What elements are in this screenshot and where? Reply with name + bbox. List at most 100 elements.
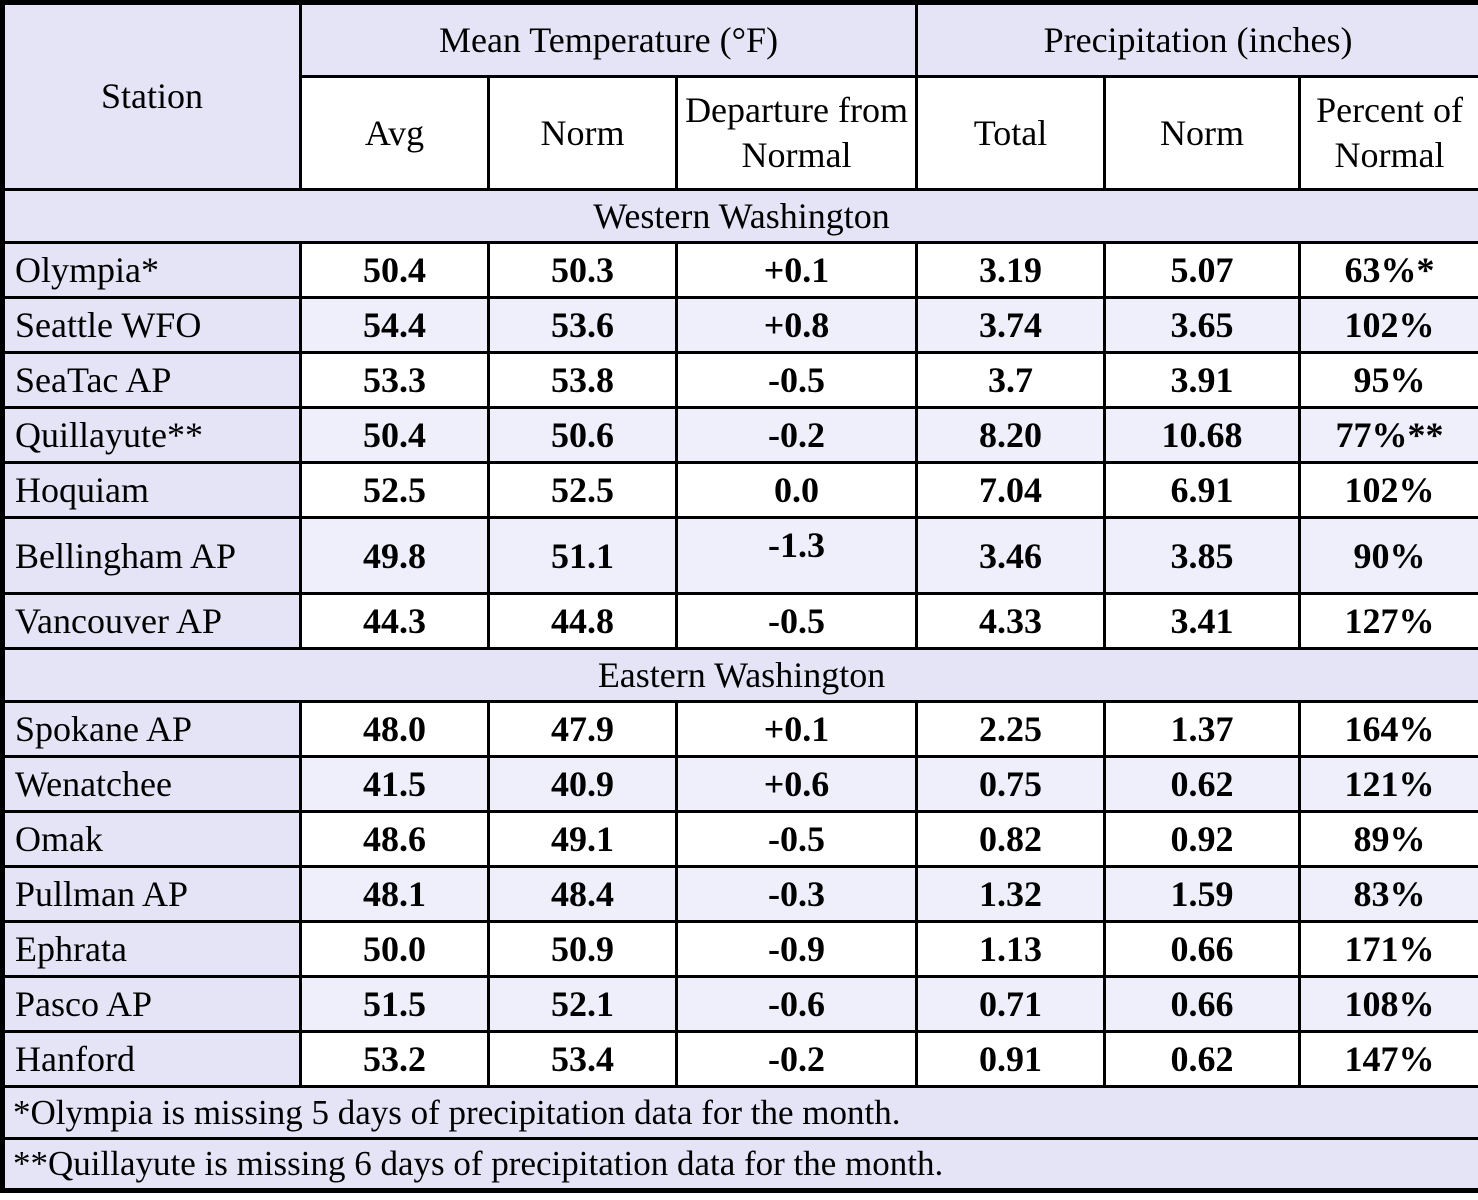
avg-temp-cell: 50.4	[299, 241, 490, 299]
departure-cell: -0.2	[674, 406, 919, 464]
total-precip-cell: 4.33	[915, 592, 1107, 650]
table-row: Pasco AP 51.5 52.1 -0.6 0.71 0.66 108%	[1, 975, 1478, 1033]
departure-cell: +0.6	[674, 755, 919, 813]
table-row: Hoquiam 52.5 52.5 0.0 7.04 6.91 102%	[1, 461, 1478, 519]
station-name: Seattle WFO	[1, 296, 302, 354]
percent-normal-cell: 83%	[1298, 865, 1478, 923]
avg-temp-cell: 54.4	[299, 296, 490, 354]
table-row: Omak 48.6 49.1 -0.5 0.82 0.92 89%	[1, 810, 1478, 868]
norm-precip-cell: 6.91	[1103, 461, 1302, 519]
total-precip-cell: 1.32	[915, 865, 1107, 923]
norm-temp-cell: 51.1	[487, 516, 678, 595]
norm-temp-cell: 40.9	[487, 755, 678, 813]
column-header-departure: Departure from Normal	[674, 75, 919, 191]
norm-temp-cell: 53.8	[487, 351, 678, 409]
column-header-norm-precip: Norm	[1103, 75, 1302, 191]
departure-cell: 0.0	[674, 461, 919, 519]
departure-cell: -0.2	[674, 1030, 919, 1088]
norm-temp-cell: 53.4	[487, 1030, 678, 1088]
norm-precip-cell: 5.07	[1103, 241, 1302, 299]
table-row: Seattle WFO 54.4 53.6 +0.8 3.74 3.65 102…	[1, 296, 1478, 354]
table-row: Bellingham AP 49.8 51.1 -1.3 3.46 3.85 9…	[1, 516, 1478, 595]
footnote-quillayute: **Quillayute is missing 6 days of precip…	[0, 1137, 1478, 1192]
avg-temp-cell: 44.3	[299, 592, 490, 650]
norm-temp-cell: 50.3	[487, 241, 678, 299]
section-header-western-washington: Western Washington	[0, 188, 1478, 244]
table-row: Pullman AP 48.1 48.4 -0.3 1.32 1.59 83%	[1, 865, 1478, 923]
total-precip-cell: 8.20	[915, 406, 1107, 464]
percent-normal-cell: 147%	[1298, 1030, 1478, 1088]
percent-normal-cell: 171%	[1298, 920, 1478, 978]
norm-temp-cell: 44.8	[487, 592, 678, 650]
avg-temp-cell: 53.3	[299, 351, 490, 409]
table-row: Hanford 53.2 53.4 -0.2 0.91 0.62 147%	[1, 1030, 1478, 1088]
departure-cell: -0.6	[674, 975, 919, 1033]
avg-temp-cell: 52.5	[299, 461, 490, 519]
percent-normal-cell: 63%*	[1298, 241, 1478, 299]
total-precip-cell: 0.71	[915, 975, 1107, 1033]
departure-cell: -0.5	[674, 351, 919, 409]
norm-temp-cell: 50.9	[487, 920, 678, 978]
station-name: Bellingham AP	[1, 516, 302, 595]
total-precip-cell: 0.91	[915, 1030, 1107, 1088]
station-name: Pasco AP	[1, 975, 302, 1033]
column-group-precipitation: Precipitation (inches)	[915, 1, 1478, 78]
norm-temp-cell: 52.5	[487, 461, 678, 519]
station-name: Ephrata	[1, 920, 302, 978]
norm-temp-cell: 49.1	[487, 810, 678, 868]
table-row: Vancouver AP 44.3 44.8 -0.5 4.33 3.41 12…	[1, 592, 1478, 650]
norm-precip-cell: 0.62	[1103, 755, 1302, 813]
norm-precip-cell: 1.37	[1103, 700, 1302, 758]
avg-temp-cell: 53.2	[299, 1030, 490, 1088]
total-precip-cell: 0.82	[915, 810, 1107, 868]
table-row: Ephrata 50.0 50.9 -0.9 1.13 0.66 171%	[1, 920, 1478, 978]
norm-temp-cell: 50.6	[487, 406, 678, 464]
avg-temp-cell: 50.0	[299, 920, 490, 978]
percent-normal-cell: 89%	[1298, 810, 1478, 868]
norm-temp-cell: 52.1	[487, 975, 678, 1033]
column-header-avg-temp: Avg	[299, 75, 490, 191]
avg-temp-cell: 51.5	[299, 975, 490, 1033]
norm-precip-cell: 3.85	[1103, 516, 1302, 595]
norm-precip-cell: 3.41	[1103, 592, 1302, 650]
column-header-percent-of-normal: Percent of Normal	[1298, 75, 1478, 191]
norm-precip-cell: 1.59	[1103, 865, 1302, 923]
station-name: Wenatchee	[1, 755, 302, 813]
table-row: Olympia* 50.4 50.3 +0.1 3.19 5.07 63%*	[1, 241, 1478, 299]
total-precip-cell: 3.7	[915, 351, 1107, 409]
norm-temp-cell: 48.4	[487, 865, 678, 923]
station-name: Quillayute**	[1, 406, 302, 464]
section-header-eastern-washington: Eastern Washington	[0, 647, 1478, 703]
norm-precip-cell: 3.91	[1103, 351, 1302, 409]
station-name: Hanford	[1, 1030, 302, 1088]
avg-temp-cell: 50.4	[299, 406, 490, 464]
percent-normal-cell: 102%	[1298, 296, 1478, 354]
avg-temp-cell: 48.0	[299, 700, 490, 758]
norm-temp-cell: 47.9	[487, 700, 678, 758]
total-precip-cell: 3.46	[915, 516, 1107, 595]
station-name: Vancouver AP	[1, 592, 302, 650]
table-row: Quillayute** 50.4 50.6 -0.2 8.20 10.68 7…	[1, 406, 1478, 464]
departure-cell: +0.1	[674, 241, 919, 299]
total-precip-cell: 2.25	[915, 700, 1107, 758]
group-header-row: Station Mean Temperature (°F) Precipitat…	[1, 1, 1478, 191]
norm-precip-cell: 0.66	[1103, 920, 1302, 978]
table-row: Wenatchee 41.5 40.9 +0.6 0.75 0.62 121%	[1, 755, 1478, 813]
departure-cell: -0.5	[674, 592, 919, 650]
total-precip-cell: 0.75	[915, 755, 1107, 813]
total-precip-cell: 3.74	[915, 296, 1107, 354]
avg-temp-cell: 49.8	[299, 516, 490, 595]
total-precip-cell: 1.13	[915, 920, 1107, 978]
norm-precip-cell: 0.66	[1103, 975, 1302, 1033]
footnote-text: *Olympia is missing 5 days of precipitat…	[0, 1085, 1478, 1140]
avg-temp-cell: 48.1	[299, 865, 490, 923]
percent-normal-cell: 90%	[1298, 516, 1478, 595]
station-name: Pullman AP	[1, 865, 302, 923]
avg-temp-cell: 41.5	[299, 755, 490, 813]
footnote-olympia: *Olympia is missing 5 days of precipitat…	[0, 1085, 1478, 1140]
percent-normal-cell: 108%	[1298, 975, 1478, 1033]
section-title: Western Washington	[0, 188, 1478, 244]
departure-cell: -1.3	[674, 516, 919, 595]
station-name: Hoquiam	[1, 461, 302, 519]
